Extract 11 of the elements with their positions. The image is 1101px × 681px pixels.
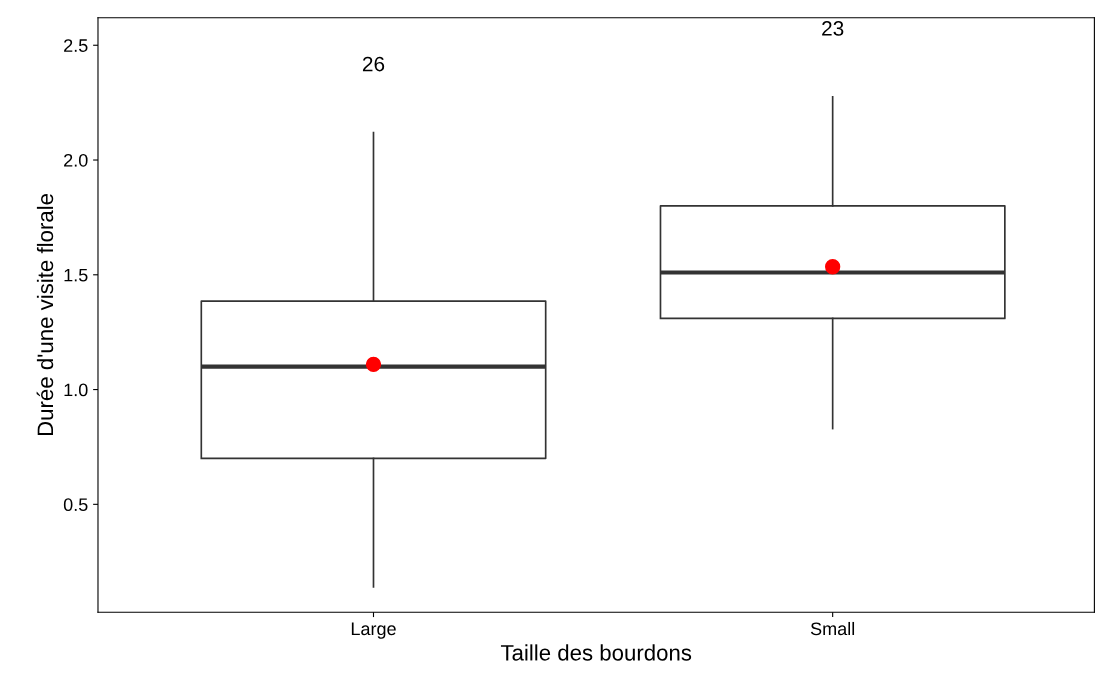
y-tick-label: 1.5: [64, 268, 88, 282]
annotation: 23: [822, 21, 844, 36]
annotation: 26: [362, 56, 385, 72]
y-tick-label: 2.0: [64, 153, 88, 167]
y-tick-label: 0.5: [63, 498, 88, 512]
y-tick-label: 2.5: [64, 39, 88, 52]
x-tick-label: Large: [351, 622, 396, 639]
y-axis-title: Durée d'une visite florale: [36, 194, 54, 436]
x-axis-title: Taille des bourdons: [500, 644, 692, 661]
y-tick-label: 1.0: [64, 383, 88, 397]
x-tick-label: Small: [810, 621, 855, 636]
